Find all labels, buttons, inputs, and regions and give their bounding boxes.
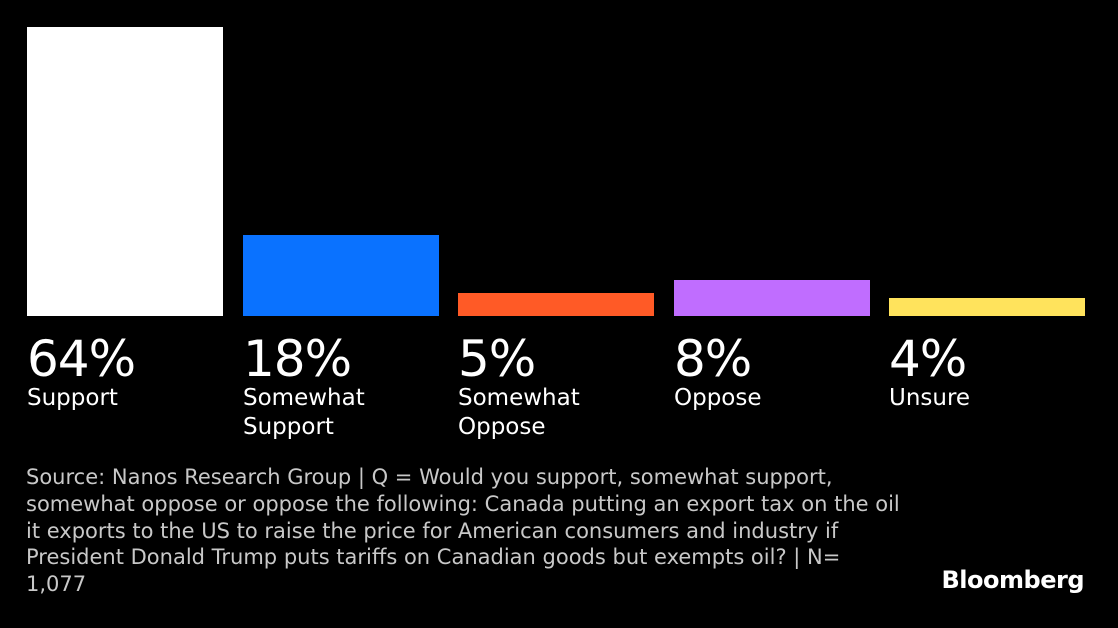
bar-3 <box>674 280 870 316</box>
value-label-0: 64% <box>27 330 136 388</box>
bar-1 <box>243 235 439 316</box>
bloomberg-logo: Bloomberg <box>941 566 1085 594</box>
bar-2 <box>458 293 654 316</box>
value-label-1: 18% <box>243 330 352 388</box>
category-label-4: Unsure <box>889 385 971 411</box>
value-label-2: 5% <box>458 330 536 388</box>
bar-0 <box>27 27 223 316</box>
bar-4 <box>889 298 1085 316</box>
value-label-3: 8% <box>674 330 752 388</box>
category-label-3: Oppose <box>674 385 762 411</box>
value-label-4: 4% <box>889 330 967 388</box>
category-label-2: Somewhat Oppose <box>458 385 580 440</box>
category-label-0: Support <box>27 385 118 411</box>
source-note: Source: Nanos Research Group | Q = Would… <box>26 465 900 597</box>
category-label-1: Somewhat Support <box>243 385 365 440</box>
